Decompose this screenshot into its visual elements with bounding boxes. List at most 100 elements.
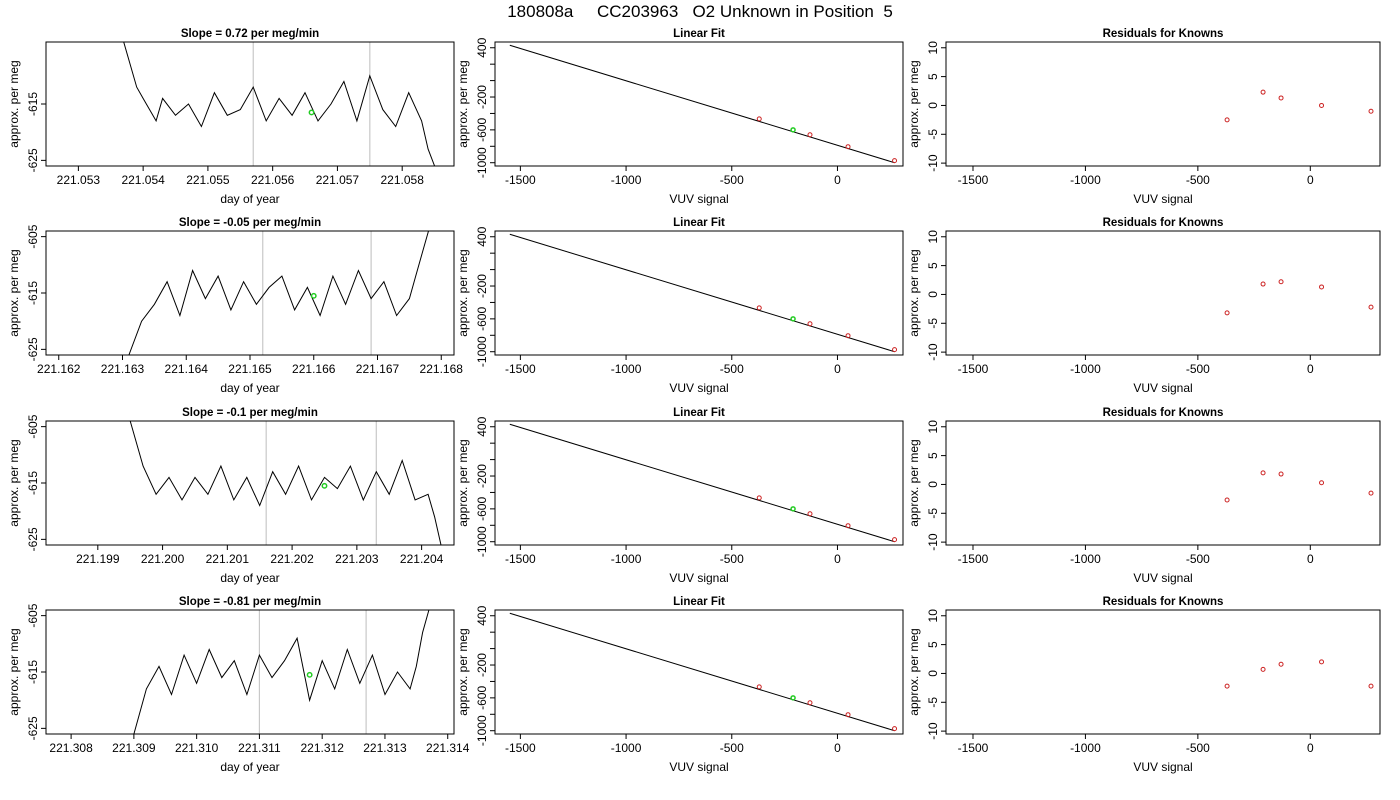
x-tick-label: 221.309: [112, 741, 156, 755]
y-axis-label: approx. per meg: [907, 439, 921, 526]
x-tick-label: 221.056: [251, 173, 295, 187]
plot-area: [509, 423, 898, 543]
x-tick-label: -1000: [611, 362, 642, 376]
x-tick-label: 221.163: [101, 362, 145, 376]
plot-frame: [494, 41, 904, 167]
plot-area: [1224, 470, 1374, 503]
plot-area: [509, 44, 898, 164]
residual-point: [1368, 304, 1374, 310]
y-tick-label: -10: [926, 154, 940, 172]
x-tick-label: 221.311: [238, 741, 281, 755]
known-point: [845, 712, 851, 718]
known-point: [807, 132, 813, 138]
x-tick-label: 0: [1307, 173, 1314, 187]
x-axis-label: VUV signal: [1133, 381, 1192, 395]
y-axis-label: approx. per meg: [907, 249, 921, 336]
plot-frame: [945, 230, 1381, 356]
x-tick-label: 221.204: [400, 552, 444, 566]
y-tick-label: -10: [926, 722, 940, 740]
x-tick-label: -1500: [958, 552, 989, 566]
x-tick-label: 221.313: [363, 741, 407, 755]
residual-point: [1319, 480, 1325, 486]
y-tick-label: -600: [475, 118, 489, 142]
plot-frame: [945, 420, 1381, 546]
panel-residuals-1: Residuals for Knowns -1500 -1000 -500 0 -10 -5…: [907, 28, 1381, 206]
known-point: [892, 726, 898, 732]
x-axis-label: day of year: [220, 192, 279, 206]
x-tick-label: 221.054: [121, 173, 165, 187]
y-tick-label: 400: [475, 416, 489, 436]
plot-area: [509, 233, 898, 353]
x-tick-label: -500: [720, 552, 744, 566]
x-tick-label: 221.202: [270, 552, 314, 566]
x-axis-label: VUV signal: [1133, 571, 1192, 585]
known-point: [845, 333, 851, 339]
unknown-point: [790, 506, 796, 512]
y-tick-label: -625: [26, 337, 40, 361]
y-axis-label: approx. per meg: [907, 628, 921, 715]
y-tick-label: -200: [475, 85, 489, 109]
x-tick-label: -500: [1186, 173, 1210, 187]
known-point: [756, 116, 762, 122]
panel-title: Residuals for Knowns: [1103, 596, 1224, 608]
y-tick-label: -600: [475, 307, 489, 331]
plot-area: [1224, 659, 1374, 689]
x-tick-label: -1500: [505, 173, 536, 187]
x-axis-label: VUV signal: [669, 760, 728, 774]
x-tick-label: -1500: [505, 741, 536, 755]
panel-title: Linear Fit: [673, 28, 725, 40]
y-tick-label: -200: [475, 464, 489, 488]
y-tick-label: -625: [26, 148, 40, 172]
x-tick-label: 221.314: [426, 741, 470, 755]
x-tick-label: -1000: [611, 741, 642, 755]
known-point: [845, 523, 851, 529]
y-tick-label: -10: [926, 533, 940, 551]
plot-frame: [945, 609, 1381, 735]
x-tick-label: 221.201: [206, 552, 250, 566]
panel-title: Slope = -0.05 per meg/min: [179, 217, 321, 229]
x-tick-label: -1500: [505, 362, 536, 376]
y-tick-label: -605: [26, 603, 40, 627]
residual-point: [1260, 470, 1266, 476]
y-tick-label: -5: [926, 697, 940, 708]
y-tick-label: -1000: [475, 715, 489, 746]
panel-linearfit-2: Linear Fit -1500 -1000 -500 0 -1000 -600 -200 40…: [456, 217, 904, 395]
x-tick-label: 0: [1307, 741, 1314, 755]
y-tick-label: 10: [926, 41, 940, 55]
panel-title: Linear Fit: [673, 596, 725, 608]
x-tick-label: 0: [834, 741, 841, 755]
y-tick-label: 0: [926, 102, 940, 109]
known-point: [892, 347, 898, 353]
x-tick-label: 221.058: [380, 173, 424, 187]
residual-point: [1319, 102, 1325, 108]
known-point: [807, 511, 813, 517]
panel-timeseries-3: Slope = -0.1 per meg/min 221.199 221.200 22…: [7, 407, 455, 585]
x-tick-label: 0: [834, 173, 841, 187]
x-tick-label: 221.166: [292, 362, 336, 376]
x-tick-label: -500: [1186, 362, 1210, 376]
plot-area: [133, 610, 430, 734]
known-point: [807, 321, 813, 327]
residual-point: [1278, 95, 1284, 101]
y-tick-label: 10: [926, 609, 940, 623]
plot-frame: [45, 420, 455, 546]
y-tick-label: -1000: [475, 336, 489, 367]
x-tick-label: -1000: [1070, 741, 1101, 755]
fit-line: [509, 612, 895, 732]
x-tick-label: -500: [1186, 741, 1210, 755]
y-tick-label: 5: [926, 73, 940, 80]
plot-frame: [945, 41, 1381, 167]
unknown-point: [308, 109, 315, 116]
y-tick-label: 0: [926, 670, 940, 677]
known-point: [892, 537, 898, 543]
residual-point: [1368, 683, 1374, 689]
y-axis-label: approx. per meg: [456, 249, 470, 336]
trace-line: [129, 421, 442, 545]
x-tick-label: -500: [720, 173, 744, 187]
x-tick-label: 221.053: [57, 173, 101, 187]
x-tick-label: -1500: [958, 173, 989, 187]
panel-title: Slope = 0.72 per meg/min: [181, 28, 319, 40]
x-tick-label: -500: [720, 362, 744, 376]
x-tick-label: 221.165: [228, 362, 272, 376]
